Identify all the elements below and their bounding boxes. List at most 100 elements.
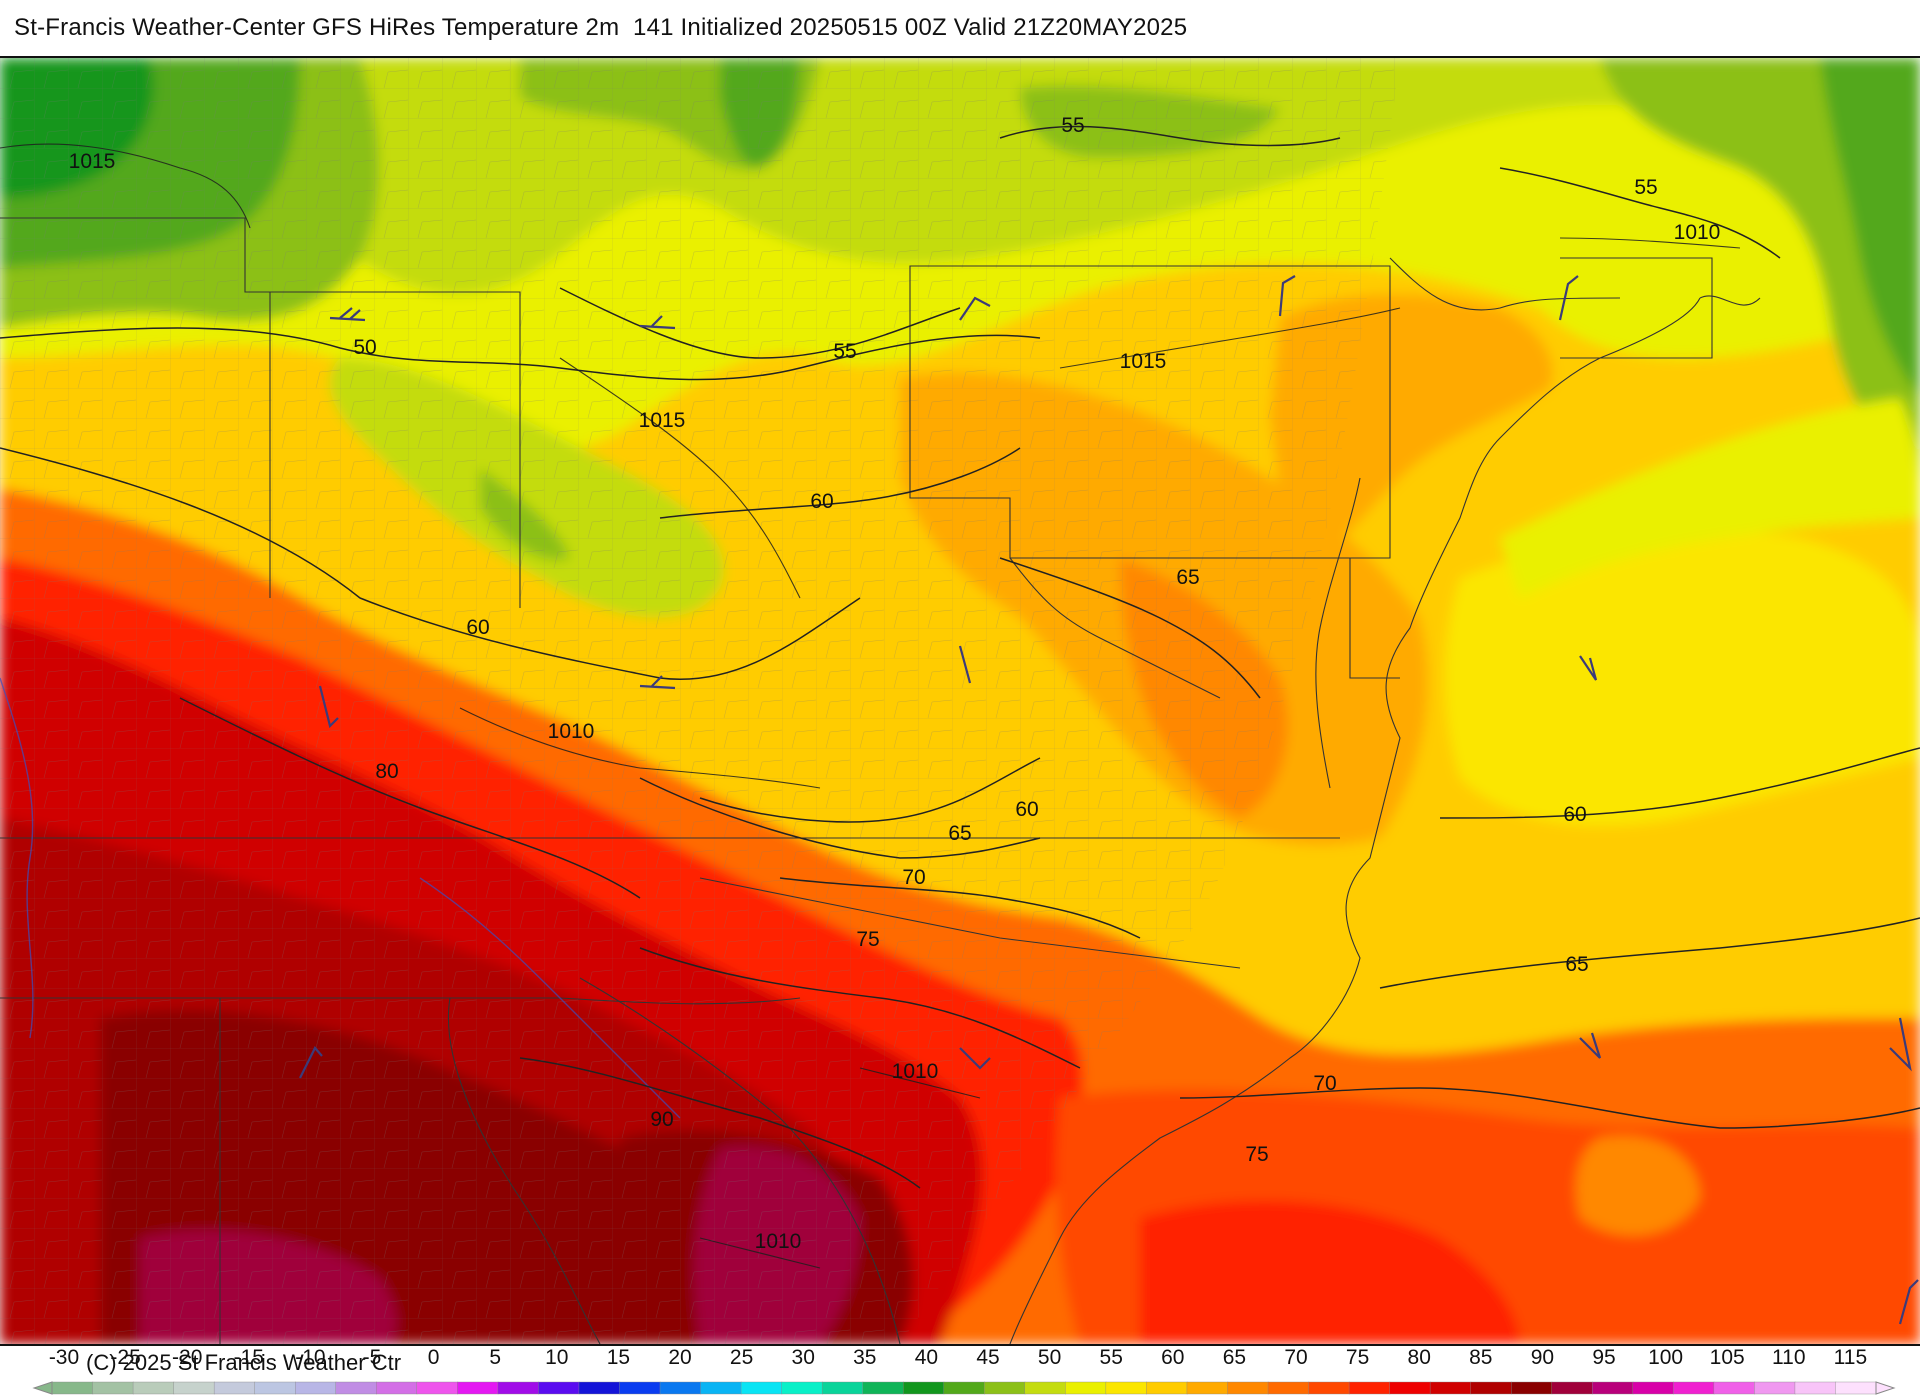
- legend-tick-20: 20: [668, 1346, 691, 1369]
- legend-swatch: [1308, 1381, 1350, 1395]
- isotherm-label-70: 70: [902, 866, 925, 889]
- legend-swatch: [92, 1381, 134, 1395]
- temperature-map: 50 55 55 55 60 60 60 60 65 65 65 70 70 75 75 80 90 1015 1…: [0, 56, 1920, 1346]
- legend-swatch: [1227, 1381, 1269, 1395]
- isobar-label-1015: 1015: [69, 150, 116, 173]
- isobar-label-1015: 1015: [639, 409, 686, 432]
- legend-tick-100: 100: [1648, 1346, 1683, 1369]
- legend-tick-75: 75: [1346, 1346, 1369, 1369]
- legend-tick-60: 60: [1161, 1346, 1184, 1369]
- legend-tick-55: 55: [1100, 1346, 1123, 1369]
- state-borders: [0, 217, 1761, 1344]
- county-lines: [0, 58, 1400, 1344]
- legend-swatch: [659, 1381, 702, 1395]
- legend-right-arrow: [1875, 1381, 1896, 1395]
- isobar-label-1010: 1010: [1674, 221, 1721, 244]
- legend-swatch: [51, 1381, 94, 1395]
- legend-left-arrow: [32, 1381, 53, 1395]
- isotherm-label-55: 55: [1634, 176, 1657, 199]
- legend-swatch: [943, 1381, 985, 1395]
- isobar-label-1015: 1015: [1120, 350, 1167, 373]
- legend-swatch: [1632, 1381, 1675, 1395]
- legend-tick-110: 110: [1772, 1346, 1805, 1369]
- legend-tick-105: 105: [1710, 1346, 1745, 1369]
- legend-swatch: [1267, 1381, 1310, 1395]
- legend-tick-85: 85: [1469, 1346, 1492, 1369]
- legend-swatch: [1835, 1381, 1877, 1395]
- isotherm-label-60: 60: [1563, 803, 1586, 826]
- isotherm-label-65: 65: [1176, 566, 1199, 589]
- legend-tick-40: 40: [915, 1346, 938, 1369]
- isotherm-lines: [0, 125, 1920, 1189]
- isotherm-label-60: 60: [1015, 798, 1038, 821]
- legend-tick-labels: -30 -25 -20 -15 -10 -5 0 5 10 15 20 25 30 35 40 45 50 55 6…: [49, 1346, 1867, 1369]
- legend-swatch: [1551, 1381, 1593, 1395]
- legend-swatch: [903, 1381, 945, 1395]
- legend-tick-10: 10: [545, 1346, 568, 1369]
- legend-swatch: [1754, 1381, 1796, 1395]
- legend-swatch: [1186, 1381, 1229, 1395]
- legend-swatch: [821, 1381, 864, 1395]
- legend-swatch: [1065, 1381, 1107, 1395]
- legend-swatch: [132, 1381, 175, 1395]
- legend-swatch: [254, 1381, 296, 1395]
- legend-swatch: [1429, 1381, 1472, 1395]
- legend-swatch: [862, 1381, 904, 1395]
- legend-swatch: [1105, 1381, 1148, 1395]
- legend-tick--5: -5: [363, 1346, 382, 1369]
- isotherm-label-80: 80: [375, 760, 398, 783]
- isotherm-label-60: 60: [466, 616, 489, 639]
- legend-tick-115: 115: [1834, 1346, 1867, 1369]
- isotherm-label-65: 65: [1565, 953, 1588, 976]
- copyright-notice: (C) 2025 St Francis Weather Ctr: [86, 1350, 402, 1375]
- legend-tick-30: 30: [792, 1346, 815, 1369]
- isotherm-labels: 50 55 55 55 60 60 60 60 65 65 65 70 70 75 75 80 90: [353, 114, 1657, 1166]
- isotherm-label-55: 55: [833, 340, 856, 363]
- legend-swatch: [1673, 1381, 1715, 1395]
- legend-swatch: [1348, 1381, 1391, 1395]
- isotherm-label-70: 70: [1313, 1072, 1336, 1095]
- wind-barbs: [299, 275, 1919, 1325]
- legend-swatch: [1470, 1381, 1512, 1395]
- legend-swatch: [1146, 1381, 1188, 1395]
- legend-swatch: [1510, 1381, 1553, 1395]
- isobar-lines: [0, 143, 1741, 1269]
- isobar-label-1010: 1010: [892, 1060, 939, 1083]
- legend-swatch: [457, 1381, 499, 1395]
- legend-swatch: [497, 1381, 540, 1395]
- map-title: St-Francis Weather-Center GFS HiRes Temp…: [14, 14, 1188, 41]
- isobar-label-1010: 1010: [755, 1230, 802, 1253]
- legend-swatch: [1024, 1381, 1067, 1395]
- legend-swatch: [578, 1381, 621, 1395]
- legend-tick-90: 90: [1531, 1346, 1554, 1369]
- isotherm-label-75: 75: [1245, 1143, 1268, 1166]
- legend-swatch: [213, 1381, 256, 1395]
- legend-tick-70: 70: [1284, 1346, 1307, 1369]
- isotherm-label-55: 55: [1061, 114, 1084, 137]
- legend-swatch: [416, 1381, 459, 1395]
- legend-swatch: [1592, 1381, 1634, 1395]
- legend-swatch: [1389, 1381, 1431, 1395]
- legend-tick-80: 80: [1408, 1346, 1431, 1369]
- isotherm-label-50: 50: [353, 336, 376, 359]
- legend-tick-45: 45: [976, 1346, 999, 1369]
- isotherm-label-75: 75: [856, 928, 879, 951]
- legend-tick--20: -20: [172, 1346, 202, 1369]
- legend-tick--25: -25: [110, 1346, 140, 1369]
- legend-tick--15: -15: [234, 1346, 264, 1369]
- legend-swatch: [335, 1381, 377, 1395]
- legend-swatch: [619, 1381, 661, 1395]
- legend-swatch: [295, 1381, 337, 1395]
- legend-tick-15: 15: [607, 1346, 630, 1369]
- legend-tick--30: -30: [49, 1346, 79, 1369]
- legend-tick-95: 95: [1592, 1346, 1615, 1369]
- legend-tick-65: 65: [1223, 1346, 1246, 1369]
- rivers: [0, 677, 681, 1119]
- legend-swatch: [781, 1381, 823, 1395]
- legend-tick--10: -10: [295, 1346, 325, 1369]
- legend-tick-5: 5: [489, 1346, 501, 1369]
- legend-swatch: [740, 1381, 783, 1395]
- legend-swatch: [700, 1381, 742, 1395]
- legend-color-bar: [32, 1381, 1896, 1395]
- legend-swatch: [538, 1381, 580, 1395]
